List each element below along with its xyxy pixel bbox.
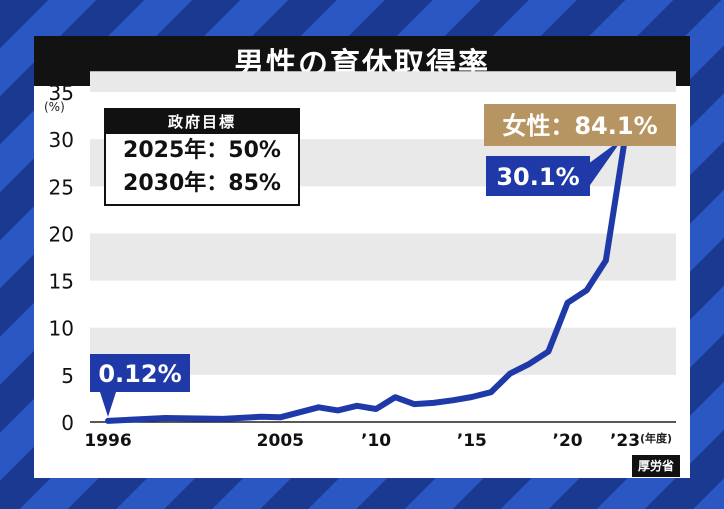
y-axis-unit: (%) xyxy=(44,100,65,114)
data-point xyxy=(163,416,167,420)
data-point xyxy=(546,349,550,353)
y-tick-label: 15 xyxy=(49,270,74,294)
data-point xyxy=(585,288,589,292)
y-tick-label: 5 xyxy=(61,364,74,388)
government-target-box: 政府目標 2025年：50% 2030年：85% xyxy=(104,108,300,206)
x-tick-label: ’20 xyxy=(552,431,582,451)
data-point xyxy=(374,407,378,411)
target-heading: 政府目標 xyxy=(106,110,298,134)
x-tick-label: ’15 xyxy=(457,431,487,451)
y-tick-label: 30 xyxy=(49,128,74,152)
target-line-2030: 2030年：85% xyxy=(123,171,281,196)
x-tick-label: ’23 xyxy=(610,431,640,451)
grid-band xyxy=(90,71,676,92)
data-point xyxy=(451,398,455,402)
x-axis-unit: (年度) xyxy=(640,432,673,445)
target-line-2025: 2025年：50% xyxy=(123,138,281,163)
data-point xyxy=(508,372,512,376)
data-point xyxy=(221,417,225,421)
data-point xyxy=(336,408,340,412)
end-callout-box xyxy=(486,156,590,196)
start-callout-box xyxy=(90,354,190,392)
data-point xyxy=(278,415,282,419)
y-tick-label: 25 xyxy=(49,175,74,199)
data-point xyxy=(106,419,110,423)
x-tick-label: ’10 xyxy=(361,431,391,451)
y-tick-label: 35 xyxy=(49,81,74,105)
end-callout-pointer xyxy=(588,138,623,188)
data-point xyxy=(259,415,263,419)
start-callout-label: 0.12% xyxy=(98,360,181,388)
data-point xyxy=(566,301,570,305)
data-point xyxy=(317,405,321,409)
x-tick-label: 1996 xyxy=(84,431,131,451)
series-line xyxy=(105,135,628,424)
source-label: 厚労省 xyxy=(632,455,681,477)
start-callout-pointer xyxy=(100,392,116,417)
data-point xyxy=(355,404,359,408)
data-point xyxy=(412,402,416,406)
data-point xyxy=(604,258,608,262)
y-tick-label: 10 xyxy=(49,317,74,341)
female-callout-label: 女性：84.1% xyxy=(502,112,657,140)
data-point xyxy=(393,395,397,399)
x-tick-label: 2005 xyxy=(257,431,304,451)
data-point xyxy=(527,362,531,366)
y-tick-label: 20 xyxy=(49,222,74,246)
data-point xyxy=(470,395,474,399)
female-callout-box xyxy=(484,104,676,146)
end-callout-label: 30.1% xyxy=(496,163,579,191)
data-point xyxy=(489,390,493,394)
data-point xyxy=(432,401,436,405)
grid-band xyxy=(90,233,676,281)
y-tick-label: 0 xyxy=(61,411,74,435)
